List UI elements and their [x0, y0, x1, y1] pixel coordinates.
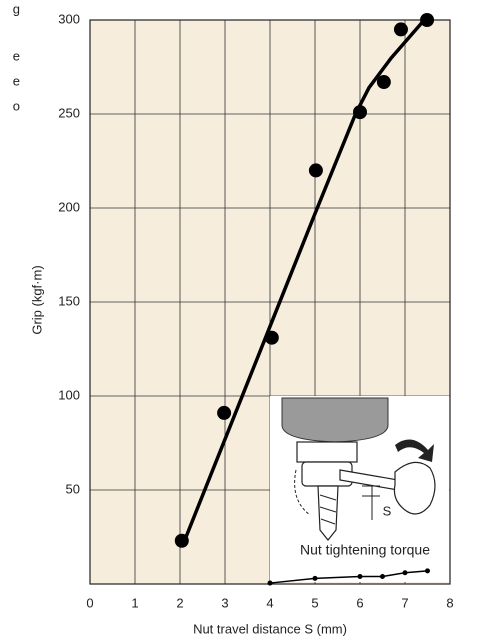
- y-tick-label: 150: [58, 293, 80, 308]
- x-tick-label: 6: [356, 595, 363, 610]
- rotation-arrow: [395, 439, 434, 462]
- data-point: [425, 568, 430, 574]
- side-text: o: [13, 98, 20, 113]
- dashed-circle: [294, 469, 311, 516]
- series-line: [182, 15, 429, 542]
- x-tick-label: 8: [446, 595, 453, 610]
- dimension-s: [362, 485, 380, 520]
- end-mill: [317, 485, 339, 541]
- spindle: [281, 397, 389, 443]
- x-tick-label: 5: [311, 595, 318, 610]
- side-text: g: [13, 1, 20, 16]
- data-point: [402, 570, 408, 576]
- y-tick-label: 200: [58, 199, 80, 214]
- x-tick-label: 2: [176, 595, 183, 610]
- annotation: S: [383, 503, 392, 518]
- data-point: [267, 580, 273, 586]
- data-point: [420, 13, 435, 27]
- series-line: [269, 570, 428, 584]
- data-point: [380, 573, 385, 579]
- side-text: e: [13, 73, 20, 88]
- y-tick-label: 300: [58, 11, 80, 26]
- flutes: [319, 494, 337, 525]
- y-tick-label: 50: [66, 481, 80, 496]
- data-point: [393, 22, 408, 37]
- x-tick-label: 1: [131, 595, 138, 610]
- data-point: [308, 163, 323, 178]
- x-tick-label: 7: [401, 595, 408, 610]
- data-point: [217, 405, 232, 420]
- y-tick-label: 100: [58, 387, 80, 402]
- inset-illustration: [270, 396, 449, 582]
- annotation: Nut tightening torque: [300, 542, 430, 558]
- data-point: [312, 575, 318, 581]
- data-point: [376, 75, 391, 90]
- data-point: [357, 573, 363, 579]
- y-axis-label: Grip (kgf·m): [29, 265, 44, 334]
- y-tick-label: 250: [58, 105, 80, 120]
- hand: [393, 461, 436, 515]
- side-text: e: [13, 48, 20, 63]
- chuck-body: [296, 441, 358, 463]
- x-axis-label: Nut travel distance S (mm): [193, 621, 347, 636]
- x-tick-label: 4: [266, 595, 273, 610]
- x-tick-label: 3: [221, 595, 228, 610]
- x-tick-label: 0: [86, 595, 93, 610]
